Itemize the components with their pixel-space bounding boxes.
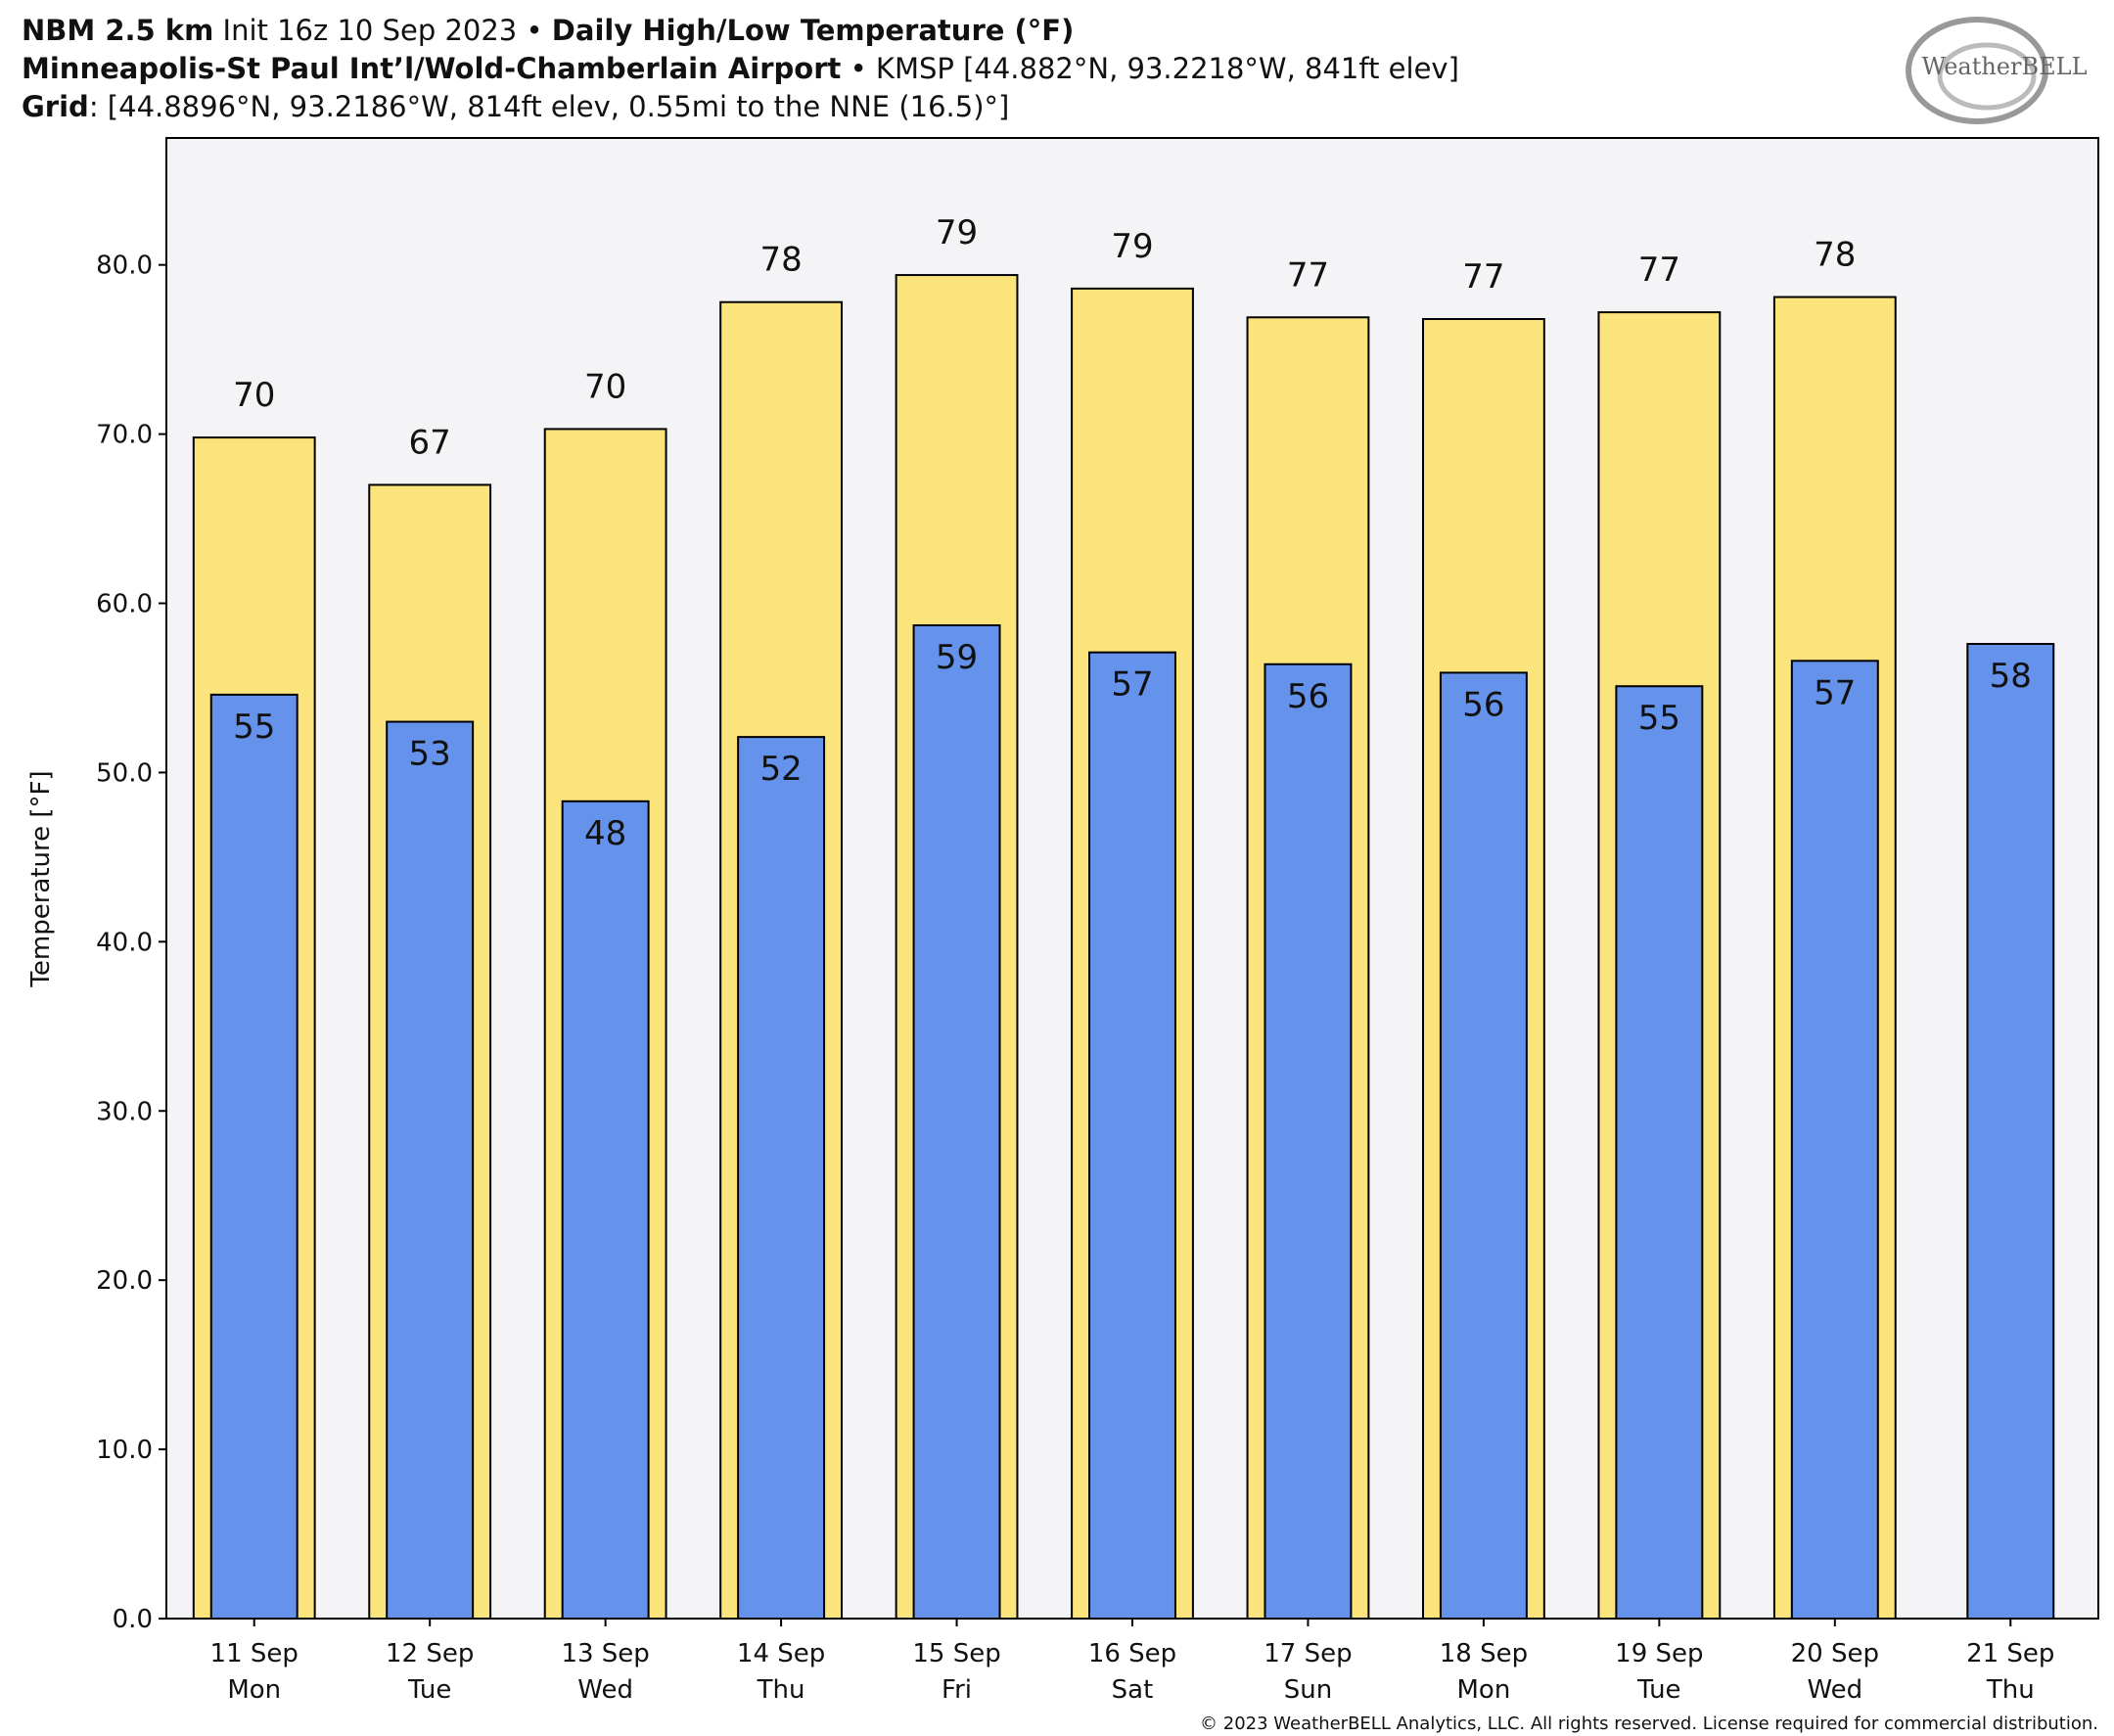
marks: 0.0 10.0 20.0 30.0 40.0 50.0 60.0 70.0 80.0 11 Se… [96, 213, 2054, 1705]
logo-swirl [1906, 17, 2048, 124]
value-label: 55 [233, 708, 275, 747]
logo-text: WeatherBELL [1921, 53, 2087, 80]
x-tick-label: Sun [1284, 1675, 1332, 1705]
x-tick-label: 12 Sep [386, 1639, 474, 1668]
x-tick-label: 15 Sep [912, 1639, 1000, 1668]
x-tick-label: Tue [1636, 1675, 1680, 1705]
init: Init 16z 10 Sep 2023 • [213, 14, 551, 47]
logo: WeatherBELL [1906, 17, 2088, 124]
x-tick-label: Mon [1456, 1675, 1510, 1705]
x-tick-label: Mon [227, 1675, 281, 1705]
y-tick-label: 20.0 [96, 1266, 153, 1296]
value-label: 48 [584, 814, 626, 853]
station: Minneapolis-St Paul Int’l/Wold-Chamberla… [22, 52, 842, 85]
bar [1439, 671, 1528, 1620]
y-axis-label: Temperature [°F] [26, 770, 56, 987]
bar [1088, 651, 1176, 1620]
x-tick-label: Tue [407, 1675, 451, 1705]
value-label: 79 [936, 213, 978, 252]
bar [1790, 660, 1879, 1620]
title-line-3: Grid: [44.8896°N, 93.2186°W, 814ft elev,… [22, 90, 1009, 123]
grid-info: : [44.8896°N, 93.2186°W, 814ft elev, 0.5… [89, 90, 1010, 123]
title-line-2: Minneapolis-St Paul Int’l/Wold-Chamberla… [22, 52, 1459, 85]
value-label: 57 [1814, 673, 1856, 712]
value-label: 59 [936, 638, 978, 677]
copyright: © 2023 WeatherBELL Analytics, LLC. All r… [1200, 1713, 2098, 1734]
bar [209, 693, 299, 1620]
y-tick-label: 40.0 [96, 928, 153, 957]
y-tick-label: 50.0 [96, 758, 153, 788]
y-tick-label: 30.0 [96, 1097, 153, 1126]
value-label: 56 [1287, 677, 1329, 716]
chart-title: Daily High/Low Temperature (°F) [552, 14, 1075, 47]
y-tick-label: 70.0 [96, 421, 153, 450]
x-tick-label: 18 Sep [1440, 1639, 1528, 1668]
x-tick-label: 17 Sep [1264, 1639, 1352, 1668]
y-tick-label: 80.0 [96, 251, 153, 281]
value-label: 77 [1462, 257, 1504, 297]
value-label: 53 [409, 735, 451, 774]
value-label: 77 [1638, 251, 1680, 290]
value-label: 79 [1111, 227, 1153, 266]
x-tick-label: 20 Sep [1791, 1639, 1879, 1668]
value-label: 57 [1111, 665, 1153, 705]
x-tick-label: 14 Sep [737, 1639, 825, 1668]
y-tick-label: 60.0 [96, 590, 153, 619]
bar [912, 623, 1001, 1620]
value-label: 70 [233, 376, 275, 415]
bar [1966, 643, 2055, 1620]
value-label: 78 [759, 241, 802, 280]
x-tick-label: 21 Sep [1966, 1639, 2054, 1668]
value-label: 56 [1462, 685, 1504, 724]
bar [1615, 685, 1704, 1620]
y-tick-label: 0.0 [113, 1605, 153, 1634]
x-tick-label: 13 Sep [561, 1639, 649, 1668]
value-label: 52 [759, 750, 802, 789]
x-tick-label: 19 Sep [1615, 1639, 1703, 1668]
x-tick-label: Thu [1986, 1675, 2035, 1705]
bar [561, 799, 650, 1620]
x-tick-label: Wed [577, 1675, 633, 1705]
x-tick-label: Thu [757, 1675, 805, 1705]
value-label: 55 [1638, 699, 1680, 738]
x-tick-label: Fri [942, 1675, 972, 1705]
logo-swirl [1937, 42, 2037, 111]
model: NBM 2.5 km [22, 14, 213, 47]
bar [1264, 662, 1353, 1620]
value-label: 77 [1287, 255, 1329, 295]
title-line-1: NBM 2.5 km Init 16z 10 Sep 2023 • Daily … [22, 14, 1074, 47]
x-tick-label: 11 Sep [210, 1639, 299, 1668]
bar [737, 736, 826, 1620]
x-tick-label: Sat [1112, 1675, 1154, 1705]
value-label: 78 [1814, 236, 1856, 275]
station-info: • KMSP [44.882°N, 93.2218°W, 841ft elev] [841, 52, 1459, 85]
y-tick-label: 10.0 [96, 1436, 153, 1465]
value-label: 67 [409, 423, 451, 462]
x-tick-label: Wed [1807, 1675, 1862, 1705]
value-label: 58 [1990, 657, 2032, 696]
x-tick-label: 16 Sep [1088, 1639, 1176, 1668]
grid-label: Grid [22, 90, 89, 123]
bar [386, 720, 475, 1620]
value-label: 70 [584, 367, 626, 406]
